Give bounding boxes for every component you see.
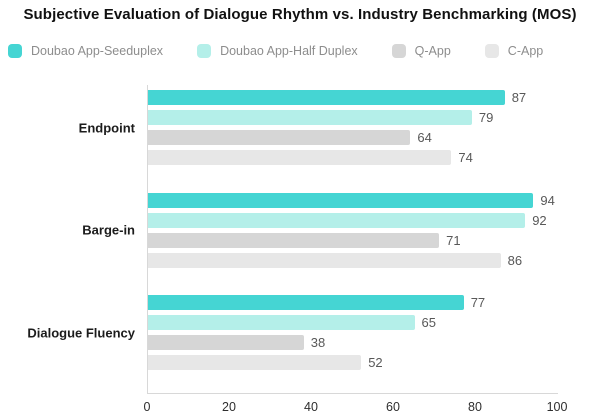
bar-row: 74 bbox=[148, 150, 558, 165]
legend: Doubao App-Seeduplex Doubao App-Half Dupl… bbox=[8, 44, 543, 58]
bar bbox=[148, 110, 472, 125]
bar-group: 77 65 38 52 bbox=[148, 295, 558, 375]
rounded-square-swatch bbox=[484, 44, 499, 58]
category-label: Endpoint bbox=[78, 120, 135, 135]
plot-area: 87 79 64 74 94 92 71 86 77 65 38 52 bbox=[147, 85, 558, 394]
bar-value-label: 64 bbox=[417, 130, 432, 145]
legend-label: Q-App bbox=[414, 44, 451, 58]
bar-group: 94 92 71 86 bbox=[148, 192, 558, 273]
bar bbox=[148, 130, 411, 145]
x-tick-label: 100 bbox=[546, 400, 568, 414]
bar bbox=[148, 150, 452, 165]
bar bbox=[148, 90, 505, 105]
bar-value-label: 92 bbox=[532, 212, 547, 228]
x-tick-label: 0 bbox=[143, 400, 151, 414]
bar bbox=[148, 252, 501, 268]
legend-item: Q-App bbox=[391, 44, 451, 58]
bar-row: 87 bbox=[148, 90, 558, 105]
bar-value-label: 38 bbox=[310, 335, 326, 350]
bar bbox=[148, 232, 440, 248]
rounded-square-swatch bbox=[197, 44, 212, 58]
bar-row: 64 bbox=[148, 130, 558, 145]
legend-item: Doubao App-Seeduplex bbox=[8, 44, 163, 58]
bar-row: 71 bbox=[148, 232, 558, 248]
bar bbox=[148, 335, 304, 350]
legend-label: Doubao App-Half Duplex bbox=[220, 44, 358, 58]
x-tick-label: 20 bbox=[222, 400, 236, 414]
chart-title: Subjective Evaluation of Dialogue Rhythm… bbox=[23, 6, 577, 23]
rounded-square-swatch bbox=[391, 44, 406, 58]
legend-item: Doubao App-Half Duplex bbox=[197, 44, 358, 58]
bar bbox=[148, 192, 534, 208]
bar-value-label: 79 bbox=[478, 110, 494, 125]
legend-label: C-App bbox=[507, 44, 544, 58]
bar-row: 65 bbox=[148, 315, 558, 330]
category-label: Barge-in bbox=[82, 222, 135, 238]
bar bbox=[148, 295, 464, 310]
bar-row: 79 bbox=[148, 110, 558, 125]
legend-label: Doubao App-Seeduplex bbox=[31, 44, 164, 58]
legend-item: C-App bbox=[484, 44, 544, 58]
bar-group: 87 79 64 74 bbox=[148, 90, 558, 170]
bar-row: 92 bbox=[148, 212, 558, 228]
category-label: Dialogue Fluency bbox=[27, 325, 135, 340]
bar-value-label: 65 bbox=[421, 315, 436, 330]
bar bbox=[148, 315, 415, 330]
bar-value-label: 74 bbox=[458, 150, 473, 165]
bar-value-label: 94 bbox=[540, 192, 555, 208]
bar-value-label: 87 bbox=[511, 90, 527, 105]
x-tick-label: 80 bbox=[468, 400, 482, 414]
bar-value-label: 71 bbox=[446, 232, 461, 248]
x-tick-label: 40 bbox=[304, 400, 318, 414]
bar-row: 86 bbox=[148, 252, 558, 268]
bar bbox=[148, 355, 362, 370]
x-axis: 0 20 40 60 80 100 bbox=[143, 400, 568, 418]
bar-row: 38 bbox=[148, 335, 558, 350]
bar-row: 77 bbox=[148, 295, 558, 310]
bar-value-label: 77 bbox=[470, 295, 486, 310]
bar bbox=[148, 212, 526, 228]
bar-value-label: 86 bbox=[507, 252, 523, 268]
x-tick-label: 60 bbox=[386, 400, 400, 414]
bar-row: 52 bbox=[148, 355, 558, 370]
bar-value-label: 52 bbox=[368, 355, 383, 370]
rounded-square-swatch bbox=[8, 44, 22, 58]
bar-row: 94 bbox=[148, 192, 558, 208]
